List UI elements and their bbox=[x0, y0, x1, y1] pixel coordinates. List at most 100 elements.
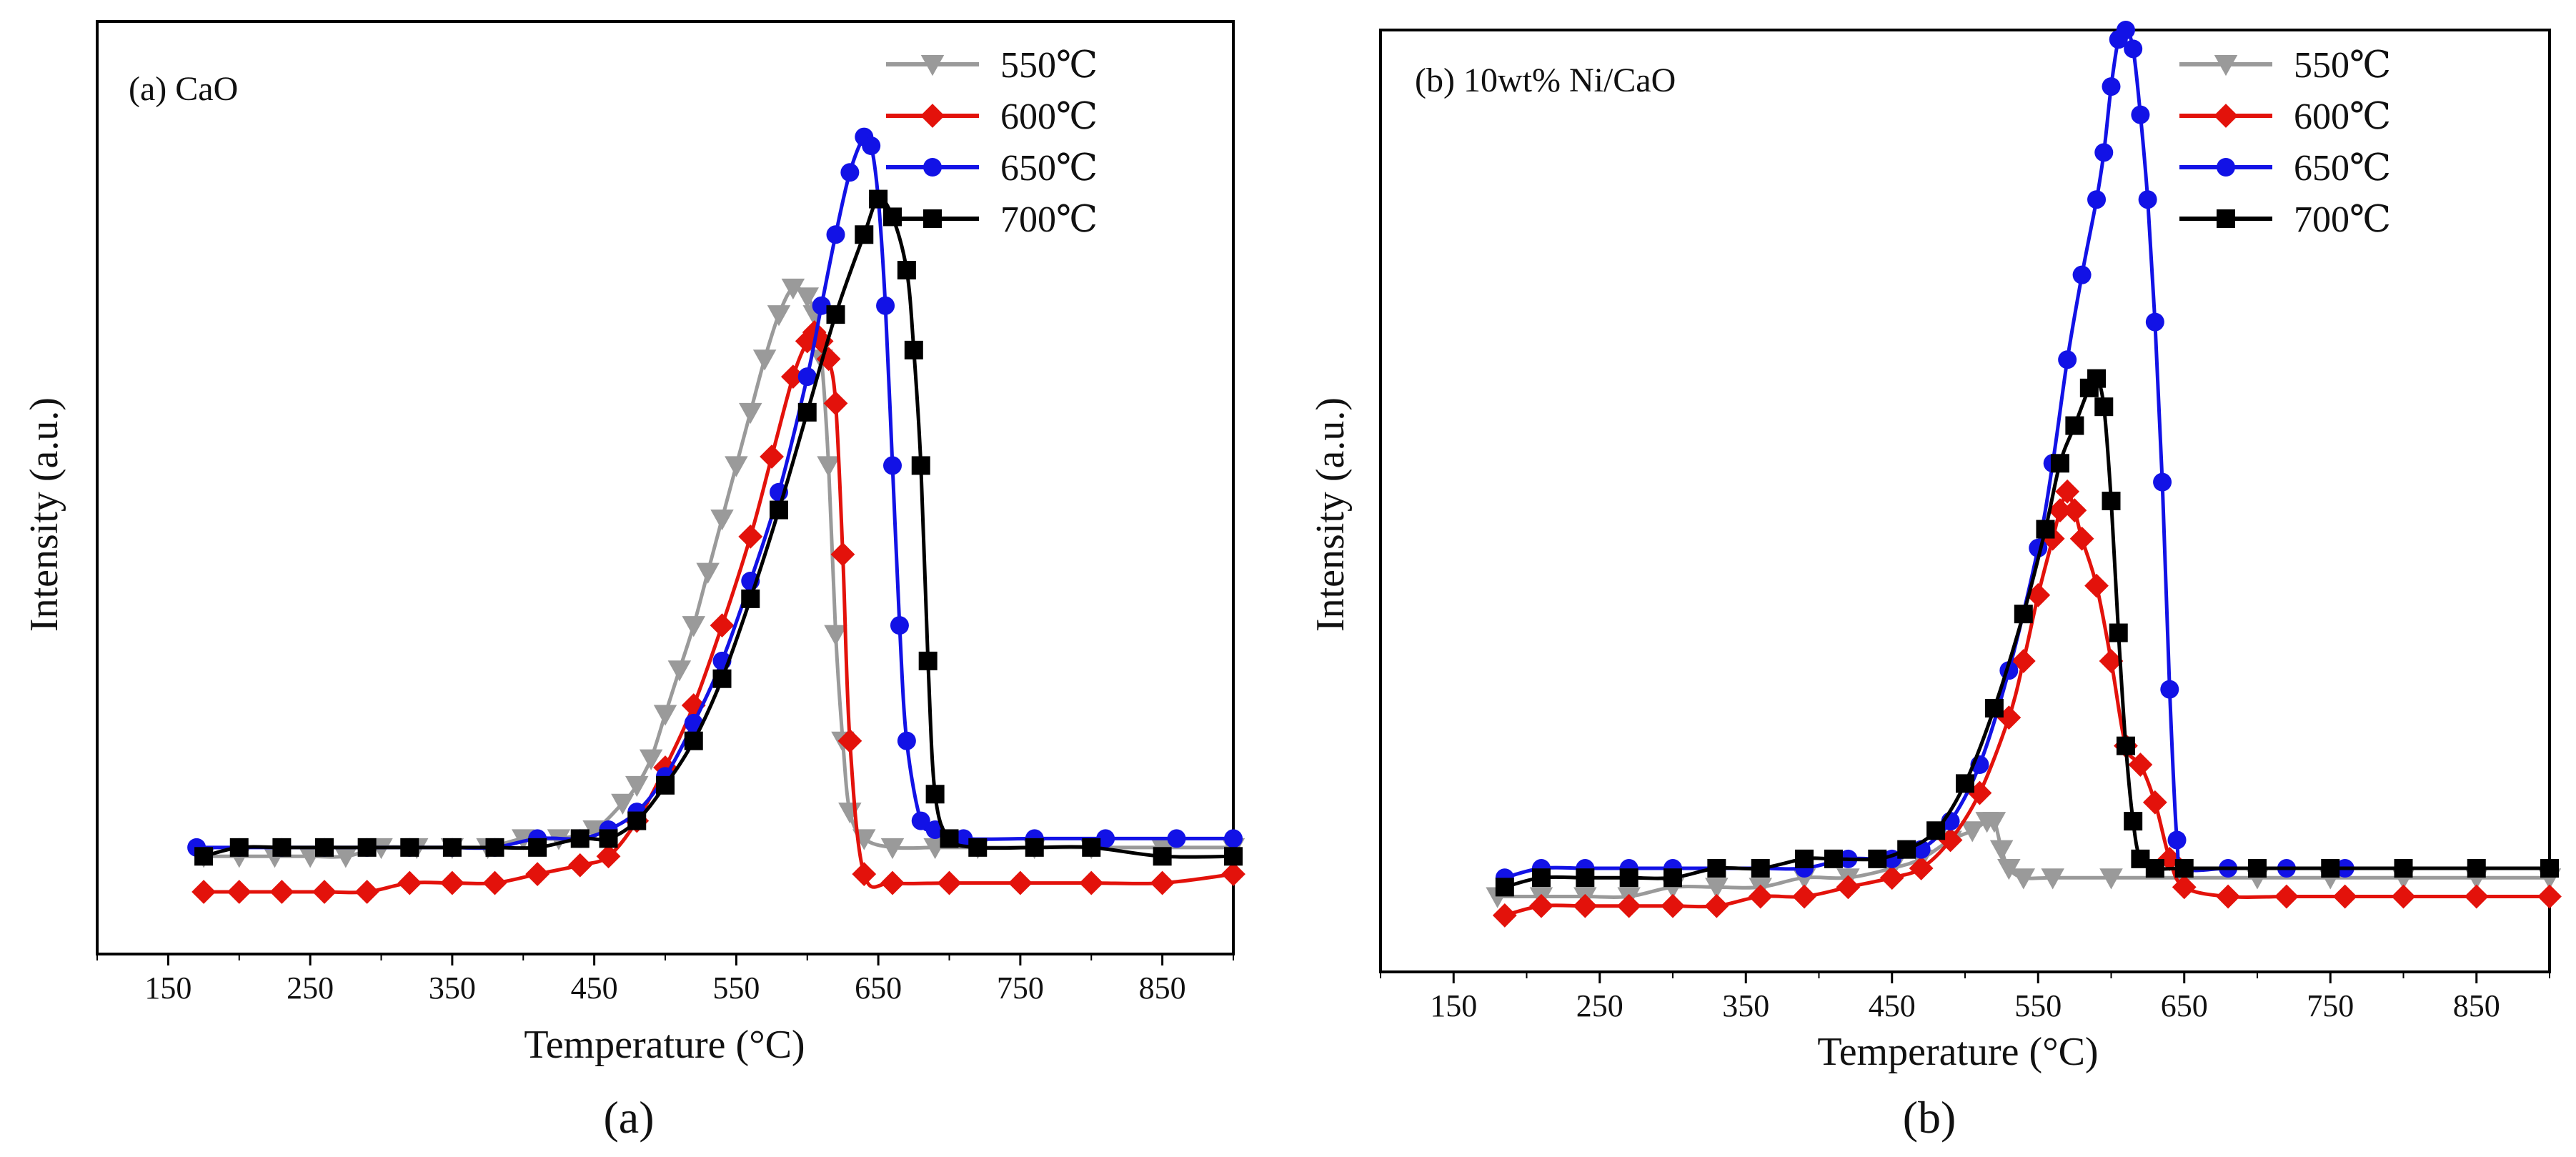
data-point-b-1 bbox=[1492, 903, 1517, 928]
data-point-b-1 bbox=[1573, 893, 1598, 918]
data-point-b-3 bbox=[2467, 859, 2486, 878]
data-point-b-3 bbox=[2116, 736, 2135, 755]
data-point-a-1 bbox=[760, 445, 784, 469]
data-point-a-2 bbox=[1224, 829, 1243, 848]
x-tick-label-b: 150 bbox=[1430, 988, 1477, 1023]
data-point-a-0 bbox=[653, 705, 677, 726]
data-point-b-3 bbox=[2321, 859, 2340, 878]
data-point-a-2 bbox=[684, 713, 703, 733]
data-point-b-1 bbox=[2084, 573, 2109, 598]
data-point-a-0 bbox=[781, 278, 805, 300]
y-axis-title-a: Intensity (a.u.) bbox=[22, 397, 66, 632]
x-tick-label-a: 150 bbox=[144, 970, 192, 1005]
data-point-a-0 bbox=[682, 616, 705, 637]
data-point-a-0 bbox=[725, 456, 748, 477]
data-point-b-1 bbox=[2055, 479, 2080, 504]
data-point-a-1 bbox=[227, 880, 252, 904]
data-point-a-3 bbox=[1082, 838, 1101, 857]
data-point-a-3 bbox=[627, 811, 647, 830]
x-tick-label-b: 750 bbox=[2307, 988, 2354, 1023]
data-point-b-0 bbox=[2041, 868, 2064, 890]
data-point-b-1 bbox=[1792, 884, 1816, 909]
data-point-a-3 bbox=[940, 829, 959, 848]
data-point-b-3 bbox=[1824, 849, 1843, 868]
data-point-a-3 bbox=[1025, 838, 1044, 857]
data-point-a-3 bbox=[918, 651, 938, 670]
x-tick-label-b: 450 bbox=[1869, 988, 1916, 1023]
data-point-b-2 bbox=[2153, 472, 2172, 492]
data-point-a-3 bbox=[855, 225, 874, 244]
data-point-a-3 bbox=[968, 838, 988, 857]
data-point-a-1 bbox=[397, 870, 422, 895]
data-point-a-0 bbox=[739, 402, 762, 424]
data-point-b-2 bbox=[2124, 39, 2143, 59]
legend-label-a-3: 700℃ bbox=[1000, 199, 1098, 240]
data-point-b-1 bbox=[1836, 875, 1861, 900]
data-point-a-0 bbox=[752, 349, 777, 371]
data-point-b-2 bbox=[2058, 350, 2077, 369]
data-point-b-1 bbox=[2216, 884, 2240, 909]
data-point-b-3 bbox=[1707, 859, 1726, 878]
data-point-b-1 bbox=[1529, 893, 1553, 918]
data-point-a-2 bbox=[876, 296, 895, 315]
panel-b-title: (b) 10wt% Ni/CaO bbox=[1415, 61, 1676, 99]
data-point-a-1 bbox=[738, 524, 763, 549]
legend-label-b-0: 550℃ bbox=[2294, 45, 2391, 86]
data-point-b-1 bbox=[2099, 649, 2124, 673]
data-point-a-0 bbox=[667, 660, 692, 682]
data-point-a-2 bbox=[911, 811, 930, 830]
data-point-a-0 bbox=[334, 847, 358, 868]
data-point-a-1 bbox=[880, 870, 905, 895]
data-point-a-1 bbox=[596, 844, 621, 869]
data-point-a-0 bbox=[611, 793, 635, 815]
data-point-a-2 bbox=[812, 296, 831, 315]
x-axis-title-b: Temperature (°C) bbox=[1817, 1030, 2098, 1074]
panel-a-title: (a) CaO bbox=[129, 70, 238, 108]
caption-b: (b) bbox=[1903, 1092, 1956, 1143]
x-tick-label-b: 850 bbox=[2453, 988, 2500, 1023]
data-point-b-3 bbox=[1984, 698, 2004, 717]
data-point-b-0 bbox=[1997, 859, 2021, 880]
data-point-a-3 bbox=[684, 731, 703, 750]
data-point-b-3 bbox=[2248, 859, 2267, 878]
x-tick-label-a: 350 bbox=[429, 970, 476, 1005]
data-point-a-1 bbox=[567, 853, 592, 878]
data-point-a-3 bbox=[904, 340, 923, 359]
data-point-b-3 bbox=[2394, 859, 2413, 878]
data-point-a-1 bbox=[312, 880, 337, 904]
data-point-b-3 bbox=[1795, 849, 1814, 868]
legend-a: 550℃ 600℃ 650℃ 700℃ bbox=[886, 45, 1098, 240]
data-point-a-3 bbox=[797, 402, 817, 422]
data-point-a-3 bbox=[272, 838, 292, 857]
x-tick-label-b: 350 bbox=[1722, 988, 1769, 1023]
data-point-a-3 bbox=[869, 189, 888, 209]
legend-marker-a-1 bbox=[920, 104, 945, 128]
data-point-a-0 bbox=[824, 625, 847, 646]
data-point-b-1 bbox=[2142, 790, 2167, 815]
data-point-a-3 bbox=[357, 838, 377, 857]
data-point-a-0 bbox=[639, 749, 663, 770]
data-point-b-2 bbox=[2116, 21, 2135, 39]
data-point-a-2 bbox=[797, 367, 817, 387]
data-point-b-3 bbox=[1897, 840, 1916, 859]
data-point-a-0 bbox=[767, 305, 791, 327]
legend-label-a-2: 650℃ bbox=[1000, 148, 1098, 189]
data-point-b-3 bbox=[1531, 868, 1551, 888]
data-point-a-1 bbox=[439, 870, 464, 895]
legend-label-b-2: 650℃ bbox=[2294, 148, 2391, 189]
x-tick-label-a: 450 bbox=[571, 970, 618, 1005]
data-point-b-1 bbox=[2128, 753, 2153, 777]
legend-marker-b-0 bbox=[2214, 55, 2238, 76]
data-point-b-3 bbox=[2050, 454, 2069, 473]
data-point-a-2 bbox=[840, 163, 860, 182]
data-point-a-2 bbox=[954, 829, 973, 848]
data-point-a-3 bbox=[770, 500, 788, 520]
data-point-a-3 bbox=[897, 261, 916, 279]
data-point-a-1 bbox=[1079, 870, 1104, 895]
data-point-b-3 bbox=[2102, 492, 2121, 510]
data-point-b-1 bbox=[2011, 649, 2036, 673]
data-point-a-1 bbox=[830, 542, 855, 567]
data-point-a-1 bbox=[837, 728, 862, 753]
data-point-a-3 bbox=[528, 838, 547, 857]
data-point-a-1 bbox=[937, 870, 962, 895]
